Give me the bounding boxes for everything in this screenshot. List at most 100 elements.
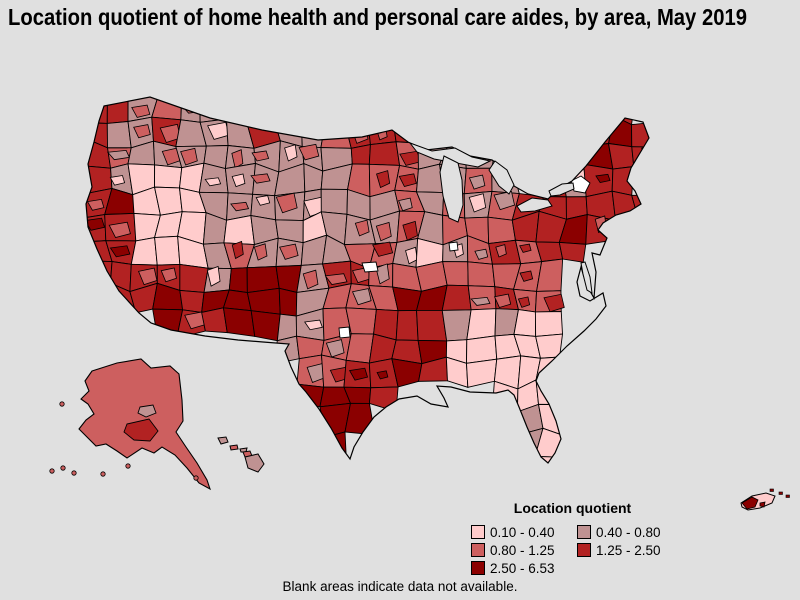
- alaska-island: [71, 470, 77, 476]
- map-area: [246, 97, 282, 125]
- map-area: [231, 149, 244, 169]
- map-area: [180, 97, 201, 123]
- map-area: [304, 319, 323, 331]
- footnote: Blank areas indicate data not available.: [282, 579, 518, 594]
- map-area: [534, 311, 563, 337]
- map-area: [468, 193, 487, 213]
- alaska-area: [137, 404, 157, 418]
- legend-title: Location quotient: [513, 500, 632, 516]
- legend-swatch: [471, 543, 485, 557]
- no-data-area: [361, 261, 379, 273]
- map-area: [206, 265, 221, 287]
- map-area: [222, 307, 256, 337]
- map-area: [106, 97, 129, 124]
- legend-swatch: [471, 525, 485, 539]
- map-area: [272, 97, 303, 123]
- alaska-island: [49, 468, 55, 474]
- map-area: [204, 177, 222, 187]
- map-area: [234, 105, 249, 117]
- map-area: [86, 217, 106, 231]
- lake: [580, 261, 593, 294]
- map-area: [246, 287, 281, 315]
- puerto-rico-inset: [740, 488, 790, 511]
- legend-item: 0.10 - 0.40: [471, 523, 577, 541]
- map-area: [467, 261, 496, 288]
- map-area: [251, 150, 270, 162]
- map-area: [250, 310, 281, 342]
- map-area: [595, 173, 611, 183]
- map-area: [231, 240, 244, 260]
- map-area: [179, 263, 209, 293]
- map-area: [86, 260, 113, 287]
- map-area: [470, 296, 491, 306]
- lake: [408, 141, 492, 168]
- legend-item: 2.50 - 6.53: [471, 559, 577, 577]
- map-area: [255, 195, 271, 206]
- map-area: [441, 309, 472, 342]
- map-area: [398, 197, 413, 212]
- map-area: [517, 296, 531, 308]
- legend-swatch: [471, 561, 485, 575]
- alaska-island: [193, 475, 199, 481]
- map-area: [223, 215, 255, 246]
- map-area: [631, 121, 649, 148]
- map-area: [250, 173, 271, 184]
- puerto-rico-area: [741, 496, 759, 510]
- map-area: [468, 174, 486, 190]
- map-area: [321, 431, 347, 457]
- map-area: [631, 194, 649, 218]
- map-area: [441, 284, 472, 311]
- map-area: [226, 97, 253, 125]
- map-area: [325, 339, 345, 358]
- legend-item-label: 0.40 - 0.80: [596, 524, 661, 540]
- legend-item: 1.25 - 2.50: [577, 541, 689, 559]
- map-area: [614, 99, 630, 116]
- map-area: [348, 367, 369, 381]
- map-area: [466, 335, 498, 364]
- map-area: [179, 289, 205, 313]
- map-area: [591, 126, 606, 141]
- map-area: [160, 267, 177, 283]
- map-area: [201, 307, 228, 334]
- map-area: [495, 244, 507, 258]
- lake: [548, 182, 575, 197]
- legend-item-label: 1.25 - 2.50: [596, 542, 661, 558]
- island-speck: [785, 494, 790, 498]
- map-area: [398, 173, 417, 187]
- map-area: [324, 273, 348, 285]
- map-area: [493, 293, 512, 308]
- map-area: [230, 201, 250, 212]
- map-area: [614, 216, 639, 242]
- alaska-island: [100, 471, 106, 477]
- hawaii-island: [229, 444, 239, 451]
- map-area: [368, 141, 401, 166]
- legend-column: 0.10 - 0.40 0.80 - 1.25 2.50 - 6.53: [471, 523, 577, 577]
- map-area: [208, 97, 221, 116]
- map-area: [154, 235, 181, 266]
- map-area: [151, 97, 183, 121]
- legend-item: 0.80 - 1.25: [471, 541, 577, 559]
- map-area: [474, 248, 489, 260]
- map-area: [519, 270, 534, 282]
- no-data-area: [338, 326, 351, 339]
- map-area: [86, 198, 105, 211]
- legend-item-label: 0.80 - 1.25: [490, 542, 555, 558]
- legend-item-label: 2.50 - 6.53: [490, 560, 555, 576]
- map-area: [402, 220, 418, 241]
- island-speck: [769, 488, 774, 492]
- map-area: [375, 221, 392, 242]
- hawaii-island: [217, 436, 229, 445]
- map-area: [376, 170, 391, 189]
- island-speck: [778, 491, 783, 495]
- map-area: [607, 142, 635, 170]
- map-area: [108, 221, 131, 238]
- map-area: [350, 143, 371, 165]
- map-area: [302, 269, 319, 290]
- alaska-island: [125, 463, 131, 469]
- map-area: [487, 216, 516, 245]
- map-area: [228, 267, 248, 294]
- map-area: [442, 261, 469, 287]
- legend-column: 0.40 - 0.80 1.25 - 2.50: [577, 523, 689, 577]
- map-area: [541, 169, 555, 188]
